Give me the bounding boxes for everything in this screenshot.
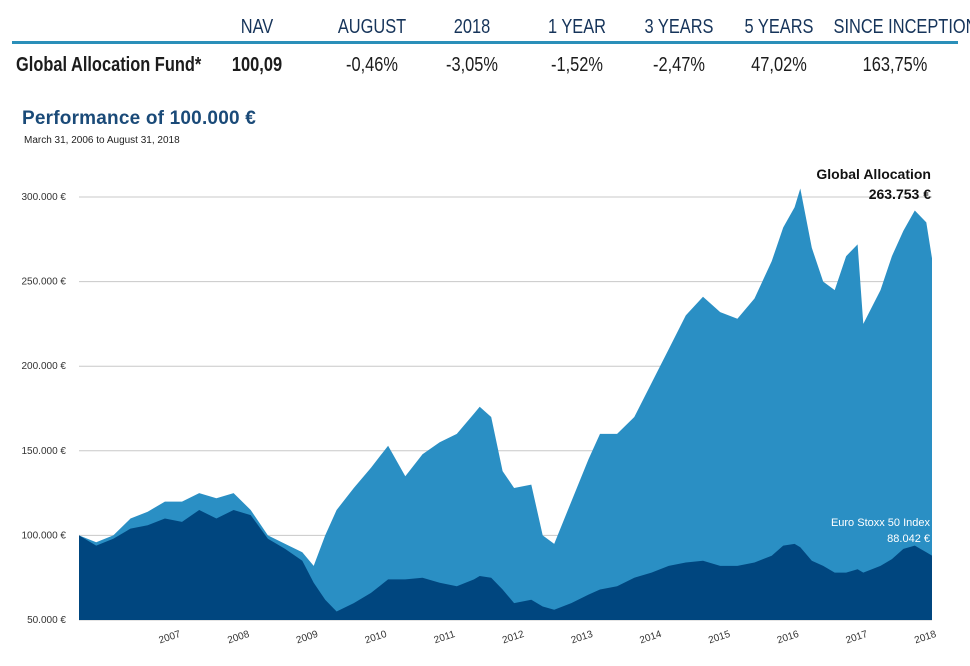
euro-stoxx-value: 88.042 € [887,533,930,545]
global-allocation-label: Global Allocation [816,166,931,182]
header-2018: 2018 [453,16,491,38]
fund-name: Global Allocation Fund* [16,54,202,76]
x-tick-label: 2008 [226,629,251,646]
euro-stoxx-label: Euro Stoxx 50 Index [831,517,931,529]
series-labels: Global Allocation 263.753 € Euro Stoxx 5… [816,166,931,545]
value-1-year: -1,52% [551,54,603,76]
y-tick-label: 100.000 € [22,530,67,541]
header-3-years: 3 YEARS [644,16,714,38]
x-tick-label: 2017 [845,629,870,646]
y-tick-label: 300.000 € [22,192,67,203]
x-tick-label: 2013 [570,629,595,646]
area-series [79,188,932,620]
value-nav: 100,09 [231,54,283,76]
x-tick-label: 2007 [158,629,183,646]
x-tick-label: 2012 [501,629,526,646]
value-3-years: -2,47% [653,54,705,76]
y-tick-label: 250.000 € [22,277,67,288]
header-1-year: 1 YEAR [547,16,607,38]
x-tick-label: 2015 [707,629,732,646]
x-tick-label: 2011 [433,629,457,646]
header-since-inception: SINCE INCEPTION [833,16,970,38]
global-allocation-area [79,188,932,620]
y-tick-label: 50.000 € [27,615,66,626]
table-header-row: NAV AUGUST 2018 1 YEAR 3 YEARS 5 YEARS S… [12,12,970,42]
x-tick-label: 2016 [776,629,801,646]
y-tick-label: 150.000 € [22,446,67,457]
header-august: AUGUST [337,16,407,38]
x-tick-label: 2009 [295,629,320,646]
x-tick-label: 2018 [913,629,938,646]
x-tick-label: 2010 [364,629,389,646]
table-divider [12,41,958,44]
header-5-years: 5 YEARS [744,16,814,38]
header-nav: NAV [240,16,274,38]
chart-subtitle: March 31, 2006 to August 31, 2018 [24,135,180,146]
y-axis: 50.000 € 100.000 € 150.000 € 200.000 € 250.0… [22,192,67,626]
table-row: Global Allocation Fund* 100,09 -0,46% -3… [12,50,958,80]
value-august: -0,46% [346,54,398,76]
chart-title: Performance of 100.000 € [22,108,256,129]
value-since-inception: 163,75% [862,54,928,76]
y-tick-label: 200.000 € [22,361,67,372]
performance-table: NAV AUGUST 2018 1 YEAR 3 YEARS 5 YEARS S… [12,12,970,82]
x-axis: 2007 2008 2009 2010 2011 2012 2013 2014 2015 2016… [158,629,939,646]
x-tick-label: 2014 [638,629,663,646]
value-2018: -3,05% [446,54,498,76]
global-allocation-value: 263.753 € [869,186,931,202]
euro-stoxx-area [79,510,932,620]
value-5-years: 47,02% [751,54,807,76]
